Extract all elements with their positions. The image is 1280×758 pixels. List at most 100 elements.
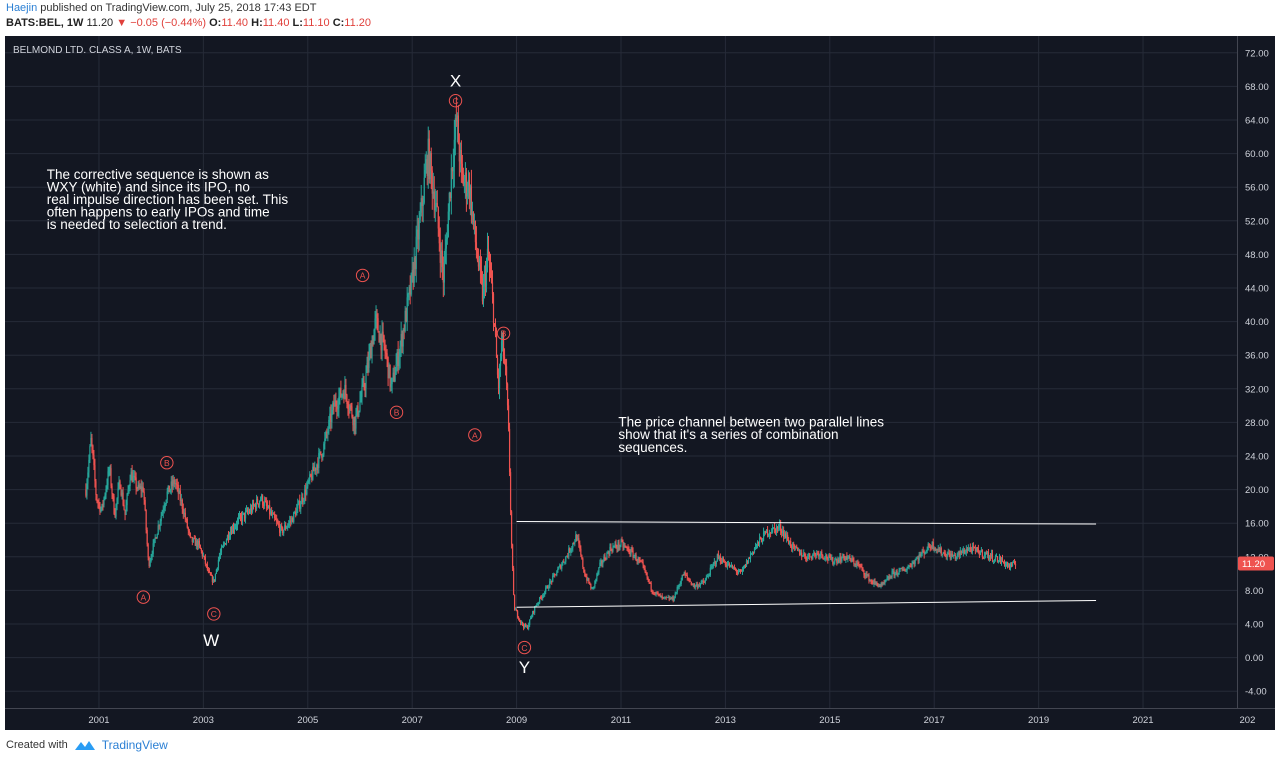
wave-circle-ring xyxy=(355,268,370,283)
candle-body xyxy=(338,396,340,409)
candle-body xyxy=(842,554,844,558)
candle-body xyxy=(200,548,202,552)
candle-body xyxy=(602,561,604,564)
candle-body xyxy=(845,556,847,560)
candle-body xyxy=(354,417,356,429)
wave-circle-label: A xyxy=(136,590,151,604)
candle-body xyxy=(611,549,613,552)
wave-circle-ring xyxy=(136,590,151,604)
candle-body xyxy=(85,489,87,496)
candle-body xyxy=(979,552,982,556)
candle-body xyxy=(925,551,927,553)
candle-body xyxy=(986,552,989,555)
chart-panel[interactable]: W X Y A B C A B C A B C The corrective sequence is … xyxy=(5,36,1275,730)
created-with-text: Created with xyxy=(6,739,68,751)
candle-body xyxy=(137,484,139,489)
candle-body xyxy=(643,565,645,569)
candle-body xyxy=(295,512,297,516)
candle-body xyxy=(704,579,706,583)
candle-body xyxy=(627,547,629,549)
candle-body xyxy=(316,464,318,470)
candle-body xyxy=(326,432,328,434)
candle-body xyxy=(976,547,978,549)
author-link[interactable]: Haejin xyxy=(6,2,38,14)
candle-body xyxy=(454,118,456,140)
candle-body xyxy=(984,552,987,556)
candle-body xyxy=(143,491,145,500)
candle-body xyxy=(320,451,322,455)
candle-body xyxy=(840,556,842,562)
candle-body xyxy=(185,519,187,520)
candle-body xyxy=(580,548,582,556)
candle-body xyxy=(798,549,800,551)
price-tick-label: 4.00 xyxy=(1245,620,1264,631)
candle-body xyxy=(302,497,304,502)
candle-body xyxy=(638,558,640,561)
wave-circle-text: C xyxy=(211,609,217,619)
candle-body xyxy=(662,597,664,599)
candle-body xyxy=(460,150,462,164)
candle-body xyxy=(783,530,785,537)
candle-body xyxy=(995,556,998,558)
candle-body xyxy=(213,579,216,581)
candle-body xyxy=(811,556,813,559)
candle-body xyxy=(253,504,256,506)
candle-body xyxy=(381,331,383,351)
candle-body xyxy=(702,581,704,583)
candle-body xyxy=(238,514,241,518)
candle-body xyxy=(279,525,281,533)
candle-body xyxy=(558,566,560,570)
time-tick-label: 2015 xyxy=(819,715,840,726)
candle-body xyxy=(773,527,776,529)
candle-body xyxy=(668,597,670,600)
candle-body xyxy=(172,479,174,486)
candle-body xyxy=(571,547,573,550)
candle-body xyxy=(1014,564,1017,566)
price-chart[interactable]: W X Y A B C A B C A B C The corrective sequence is … xyxy=(5,36,1275,730)
candle-body xyxy=(563,561,565,563)
candle-body xyxy=(204,557,206,564)
candle-body xyxy=(876,582,878,585)
candle-body xyxy=(646,573,648,578)
candle-body xyxy=(737,571,740,573)
candle-body xyxy=(173,479,175,484)
candle-body xyxy=(996,556,999,562)
time-tick-label: 2019 xyxy=(1028,715,1049,726)
price-axis[interactable]: 72.00 68.00 64.00 60.00 56.00 52.00 48.00 44.00… xyxy=(1237,36,1275,730)
candle-body xyxy=(1010,564,1013,567)
candle-body xyxy=(947,552,949,555)
candle-body xyxy=(193,538,195,540)
candle-body xyxy=(283,529,285,534)
candle-body xyxy=(614,543,616,547)
candle-body xyxy=(891,571,893,578)
candle-body xyxy=(616,547,618,549)
candle-body xyxy=(498,365,501,389)
candle-body xyxy=(678,584,680,587)
candle-body xyxy=(264,501,266,506)
candle-body xyxy=(903,569,905,571)
candle-body xyxy=(710,566,712,568)
candle-body xyxy=(239,514,242,517)
candle-body xyxy=(274,514,276,518)
candle-body xyxy=(342,393,344,395)
tradingview-link[interactable]: TradingView xyxy=(101,738,168,752)
candle-body xyxy=(909,565,911,567)
candle-body xyxy=(146,530,148,545)
candle-body xyxy=(506,383,509,406)
candle-body xyxy=(519,619,521,621)
candle-body xyxy=(260,495,263,500)
candle-body xyxy=(892,570,894,572)
candle-body xyxy=(377,318,379,333)
candle-body xyxy=(983,555,986,557)
candle-body xyxy=(272,513,274,516)
candle-body xyxy=(167,485,169,492)
candle-body xyxy=(423,177,425,203)
candle-body xyxy=(809,553,811,558)
time-axis[interactable]: 2001 2003 2005 2007 2009 2011 2013 2015 2017 2019… xyxy=(5,708,1275,727)
price-tick-label: 36.00 xyxy=(1245,351,1269,362)
candle-body xyxy=(554,574,556,575)
candle-body xyxy=(208,570,210,573)
candle-body xyxy=(1002,561,1005,563)
candle-body xyxy=(851,558,853,562)
candle-body xyxy=(544,591,546,595)
